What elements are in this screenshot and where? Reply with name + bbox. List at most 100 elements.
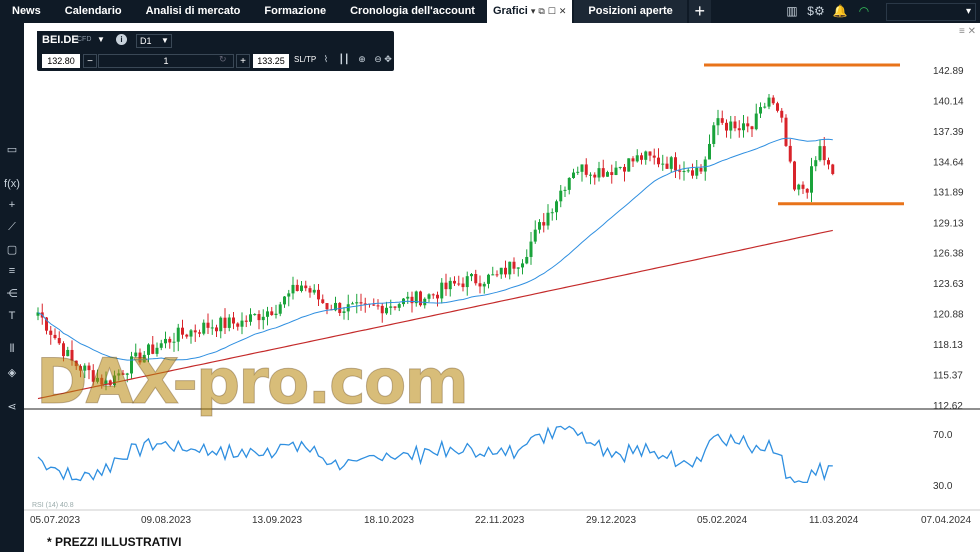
share-icon[interactable]: ⋖ [7,401,17,413]
display-icon[interactable]: ▭ [6,144,18,156]
timeframe-chevron-icon[interactable]: ▼ [161,36,169,45]
symbol-chevron-icon[interactable]: ▼ [97,35,105,44]
info-icon[interactable]: i [116,34,127,45]
nav-cronologia[interactable]: Cronologia dell'account [350,5,475,17]
line-tool-icon[interactable]: ⟋ [8,221,16,233]
fibonacci-icon[interactable]: ≡ [8,265,16,277]
candle-body [389,306,393,308]
candle-body [448,280,452,290]
zoom-out-icon[interactable]: ⊖ [374,54,382,64]
candle-body [351,303,354,305]
nav-calendario[interactable]: Calendario [64,5,122,17]
candle-body [793,161,796,190]
price-axis-label: 126.38 [933,249,964,260]
candle-body [317,289,320,300]
nav-analisi[interactable]: Analisi di mercato [145,5,241,17]
candle-body [91,370,95,382]
timeframe-select[interactable]: D1 [136,34,172,48]
dollar-settings-icon[interactable]: $⚙ [807,4,825,18]
move-icon[interactable]: ✥ [384,54,392,64]
date-axis-label: 05.02.2024 [697,515,747,526]
add-tab-button[interactable]: + [688,0,711,23]
symbol-label[interactable]: BEI.DE [42,34,79,46]
symbol-row: BEI.DE CFD ▼ i D1 ▼ [37,31,175,50]
rsi-axis-label: 30.0 [933,481,953,492]
candle-body [754,113,758,130]
wifi-icon: ◠ [858,4,870,18]
candle-body [682,171,686,173]
quantity-increase-button[interactable]: + [236,54,250,68]
quantity-input[interactable]: 1 [98,54,234,68]
candle-body [737,128,741,131]
candles-icon[interactable]: ┃┃ [338,54,350,64]
candle-body [601,168,605,177]
bell-icon[interactable]: 🔔 [832,4,848,18]
line-chart-icon[interactable]: ⌇ [323,54,329,64]
candle-body [355,302,359,304]
candle-body [57,338,61,344]
indicators-icon[interactable]: ⫴ [9,343,15,355]
candle-body [776,103,779,111]
maximize-icon[interactable]: ☐ [547,6,556,16]
candle-body [733,121,737,129]
candle-body [278,304,282,314]
nav-news[interactable]: News [12,5,41,17]
close-icon[interactable]: ✕ [558,6,567,16]
candle-body [597,168,601,178]
candle-body [533,229,537,242]
function-icon[interactable]: f(x) [4,178,20,190]
detach-icon[interactable]: ⧉ [538,6,545,16]
zoom-in-icon[interactable]: ⊕ [358,54,366,64]
bid-price-button[interactable]: 132.80 [42,54,80,68]
account-dropdown[interactable]: ▾ [886,2,976,21]
candle-body [538,222,541,230]
candle-body [771,97,775,104]
candle-body [589,174,592,176]
refresh-icon[interactable]: ↻ [219,54,227,64]
candle-body [576,171,580,173]
candle-body [96,377,99,382]
candle-body [584,164,588,175]
candle-body [431,294,435,296]
date-axis-label: 05.07.2023 [30,515,80,526]
crosshair-icon[interactable]: + [8,199,16,211]
candle-body [610,172,614,175]
rectangle-tool-icon[interactable]: ▢ [6,244,18,256]
candle-body [159,343,163,348]
price-axis-label: 131.89 [933,188,964,199]
price-chart[interactable]: 142.89 140.14 137.39 134.64 131.89 129.13 126.… [24,23,980,533]
candle-body [125,373,129,375]
chart-window-icons[interactable]: ≡ ✕ [959,26,976,37]
candle-body [780,110,784,118]
left-tool-rail: ▭ f(x) + ⟋ ▢ ≡ ⋲ T ⫴ ◈ ⋖ [0,23,24,552]
quantity-decrease-button[interactable]: − [83,54,97,68]
layers-icon[interactable]: ◈ [7,367,17,379]
candle-body [244,320,248,322]
candle-body [74,360,78,367]
candle-body [300,285,303,291]
chart-area[interactable]: 142.89 140.14 137.39 134.64 131.89 129.13 126.… [24,23,980,533]
candle-body [385,307,388,314]
chevron-down-icon[interactable]: ▾ [530,6,536,16]
candle-body [470,274,473,277]
pitchfork-icon[interactable]: ⋲ [6,288,18,300]
sltp-button[interactable]: SL/TP [294,55,317,64]
tab-posizioni-aperte[interactable]: Posizioni aperte [574,0,687,23]
nav-formazione[interactable]: Formazione [264,5,327,17]
candle-body [176,327,180,342]
candle-body [716,118,720,126]
candle-body [742,123,745,131]
candle-body [393,306,397,308]
price-axis-label: 137.39 [933,127,964,138]
candle-body [236,323,240,327]
candle-body [45,317,48,331]
candle-body [729,121,733,131]
candle-body [453,280,456,284]
tab-grafici[interactable]: Grafici ▾ ⧉ ☐ ✕ [486,0,573,23]
date-axis-label: 13.09.2023 [252,515,302,526]
layout-icon[interactable]: ▥ [786,4,798,18]
text-tool-icon[interactable]: T [8,310,16,322]
ask-price-button[interactable]: 133.25 [253,54,289,68]
candle-body [640,155,643,160]
